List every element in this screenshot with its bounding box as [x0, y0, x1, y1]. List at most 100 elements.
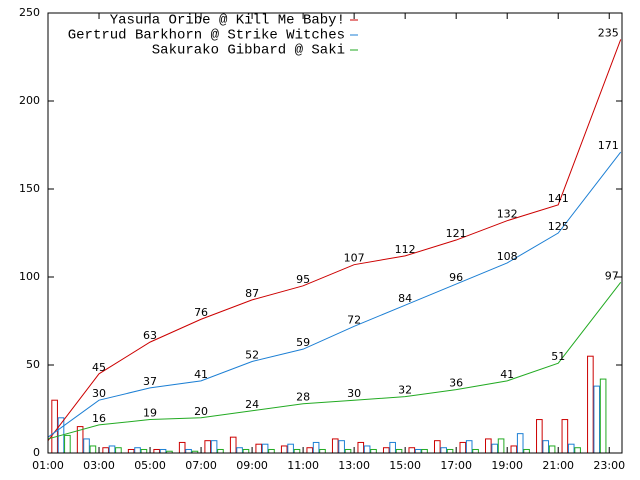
hourly-bar — [363, 445, 371, 454]
x-tick-label: 11:00 — [287, 459, 319, 472]
hourly-bar — [599, 378, 607, 454]
hourly-bar — [433, 440, 441, 454]
hourly-bar — [242, 448, 250, 454]
hourly-bar — [395, 448, 403, 454]
plot-border — [47, 12, 623, 454]
hourly-bar — [516, 433, 524, 454]
hourly-bar — [421, 448, 428, 454]
hourly-bar — [293, 448, 301, 454]
value-label: 141 — [548, 192, 569, 205]
hourly-bar — [497, 438, 505, 454]
hourly-bar — [510, 445, 518, 454]
x-tick-label: 05:00 — [134, 459, 166, 472]
hourly-bar — [268, 448, 275, 454]
hourly-bar — [408, 447, 416, 454]
hourly-bar — [338, 440, 345, 454]
hourly-bar — [446, 448, 454, 454]
value-label: 132 — [497, 208, 518, 221]
value-label: 63 — [143, 329, 157, 342]
hourly-bar — [229, 436, 237, 454]
hourly-bar — [370, 448, 377, 454]
hourly-bar — [64, 434, 71, 454]
hourly-bar — [523, 448, 530, 454]
value-label: 52 — [245, 348, 259, 361]
hourly-bar — [115, 447, 122, 454]
value-label: 125 — [548, 220, 569, 233]
value-label: 107 — [344, 252, 365, 265]
x-tick-label: 19:00 — [491, 459, 523, 472]
hourly-bar — [414, 448, 422, 454]
hourly-bar — [83, 438, 90, 454]
value-label: 28 — [296, 391, 310, 404]
hourly-bar — [357, 441, 365, 454]
hourly-bar — [217, 448, 224, 454]
x-tick-label: 07:00 — [185, 459, 217, 472]
value-label: 41 — [194, 368, 208, 381]
value-label: 30 — [347, 387, 361, 400]
hourly-bar — [89, 445, 97, 454]
hourly-bar — [51, 399, 58, 454]
x-tick-label: 15:00 — [389, 459, 421, 472]
hourly-bar — [472, 448, 479, 454]
value-label: 76 — [194, 306, 208, 319]
hourly-bar — [204, 440, 212, 454]
value-label: 59 — [296, 336, 310, 349]
value-label: 87 — [245, 287, 259, 300]
hourly-bar — [459, 441, 467, 454]
hourly-bar — [440, 447, 447, 454]
value-label: 121 — [446, 227, 467, 240]
legend-label: Gertrud Barkhorn @ Strike Witches — [68, 28, 345, 44]
y-tick-label: 50 — [26, 358, 40, 371]
y-tick-label: 0 — [33, 446, 40, 459]
value-label: 19 — [143, 407, 157, 420]
value-label: 16 — [92, 412, 106, 425]
x-tick-label: 09:00 — [236, 459, 268, 472]
series-line — [47, 281, 622, 440]
legend-label: Yasuna Oribe @ Kill Me Baby! — [110, 13, 345, 29]
hourly-bar — [153, 448, 160, 454]
value-label: 51 — [551, 350, 565, 363]
hourly-bar — [255, 443, 263, 454]
y-tick-label: 150 — [19, 182, 40, 195]
hourly-bar — [542, 440, 550, 454]
hourly-bar — [287, 443, 294, 454]
legend-label: Sakurako Gibbard @ Saki — [152, 43, 345, 59]
value-label: 95 — [296, 273, 310, 286]
hourly-bar — [382, 447, 390, 454]
value-label: 41 — [500, 368, 514, 381]
value-label: 97 — [605, 269, 619, 282]
value-label: 112 — [395, 243, 416, 256]
hourly-bar — [140, 448, 148, 454]
y-tick-label: 250 — [19, 6, 40, 19]
hourly-bar — [108, 445, 116, 454]
x-tick-label: 01:00 — [32, 459, 64, 472]
hourly-bar — [593, 385, 601, 454]
value-label: 235 — [598, 26, 619, 39]
hourly-bar — [134, 447, 141, 454]
value-label: 45 — [92, 361, 106, 374]
hourly-bar — [102, 447, 109, 454]
y-tick-label: 100 — [19, 270, 40, 283]
hourly-bar — [536, 419, 543, 454]
hourly-bar — [548, 445, 556, 454]
hourly-bar — [574, 447, 581, 454]
hourly-bar — [389, 441, 396, 454]
value-label: 37 — [143, 375, 157, 388]
series-line — [47, 39, 622, 441]
hourly-bar — [185, 448, 192, 454]
series-line — [47, 151, 622, 438]
x-tick-label: 13:00 — [338, 459, 370, 472]
x-tick-label: 17:00 — [440, 459, 472, 472]
hourly-bar — [312, 441, 320, 454]
hourly-bar — [319, 448, 326, 454]
hourly-bar — [561, 419, 569, 454]
hourly-bar — [331, 438, 339, 454]
value-label: 24 — [245, 398, 259, 411]
hourly-bar — [465, 440, 473, 454]
value-label: 84 — [398, 292, 412, 305]
x-tick-label: 03:00 — [83, 459, 115, 472]
y-tick-label: 200 — [19, 94, 40, 107]
hourly-bar — [261, 443, 269, 454]
x-tick-label: 23:00 — [593, 459, 625, 472]
